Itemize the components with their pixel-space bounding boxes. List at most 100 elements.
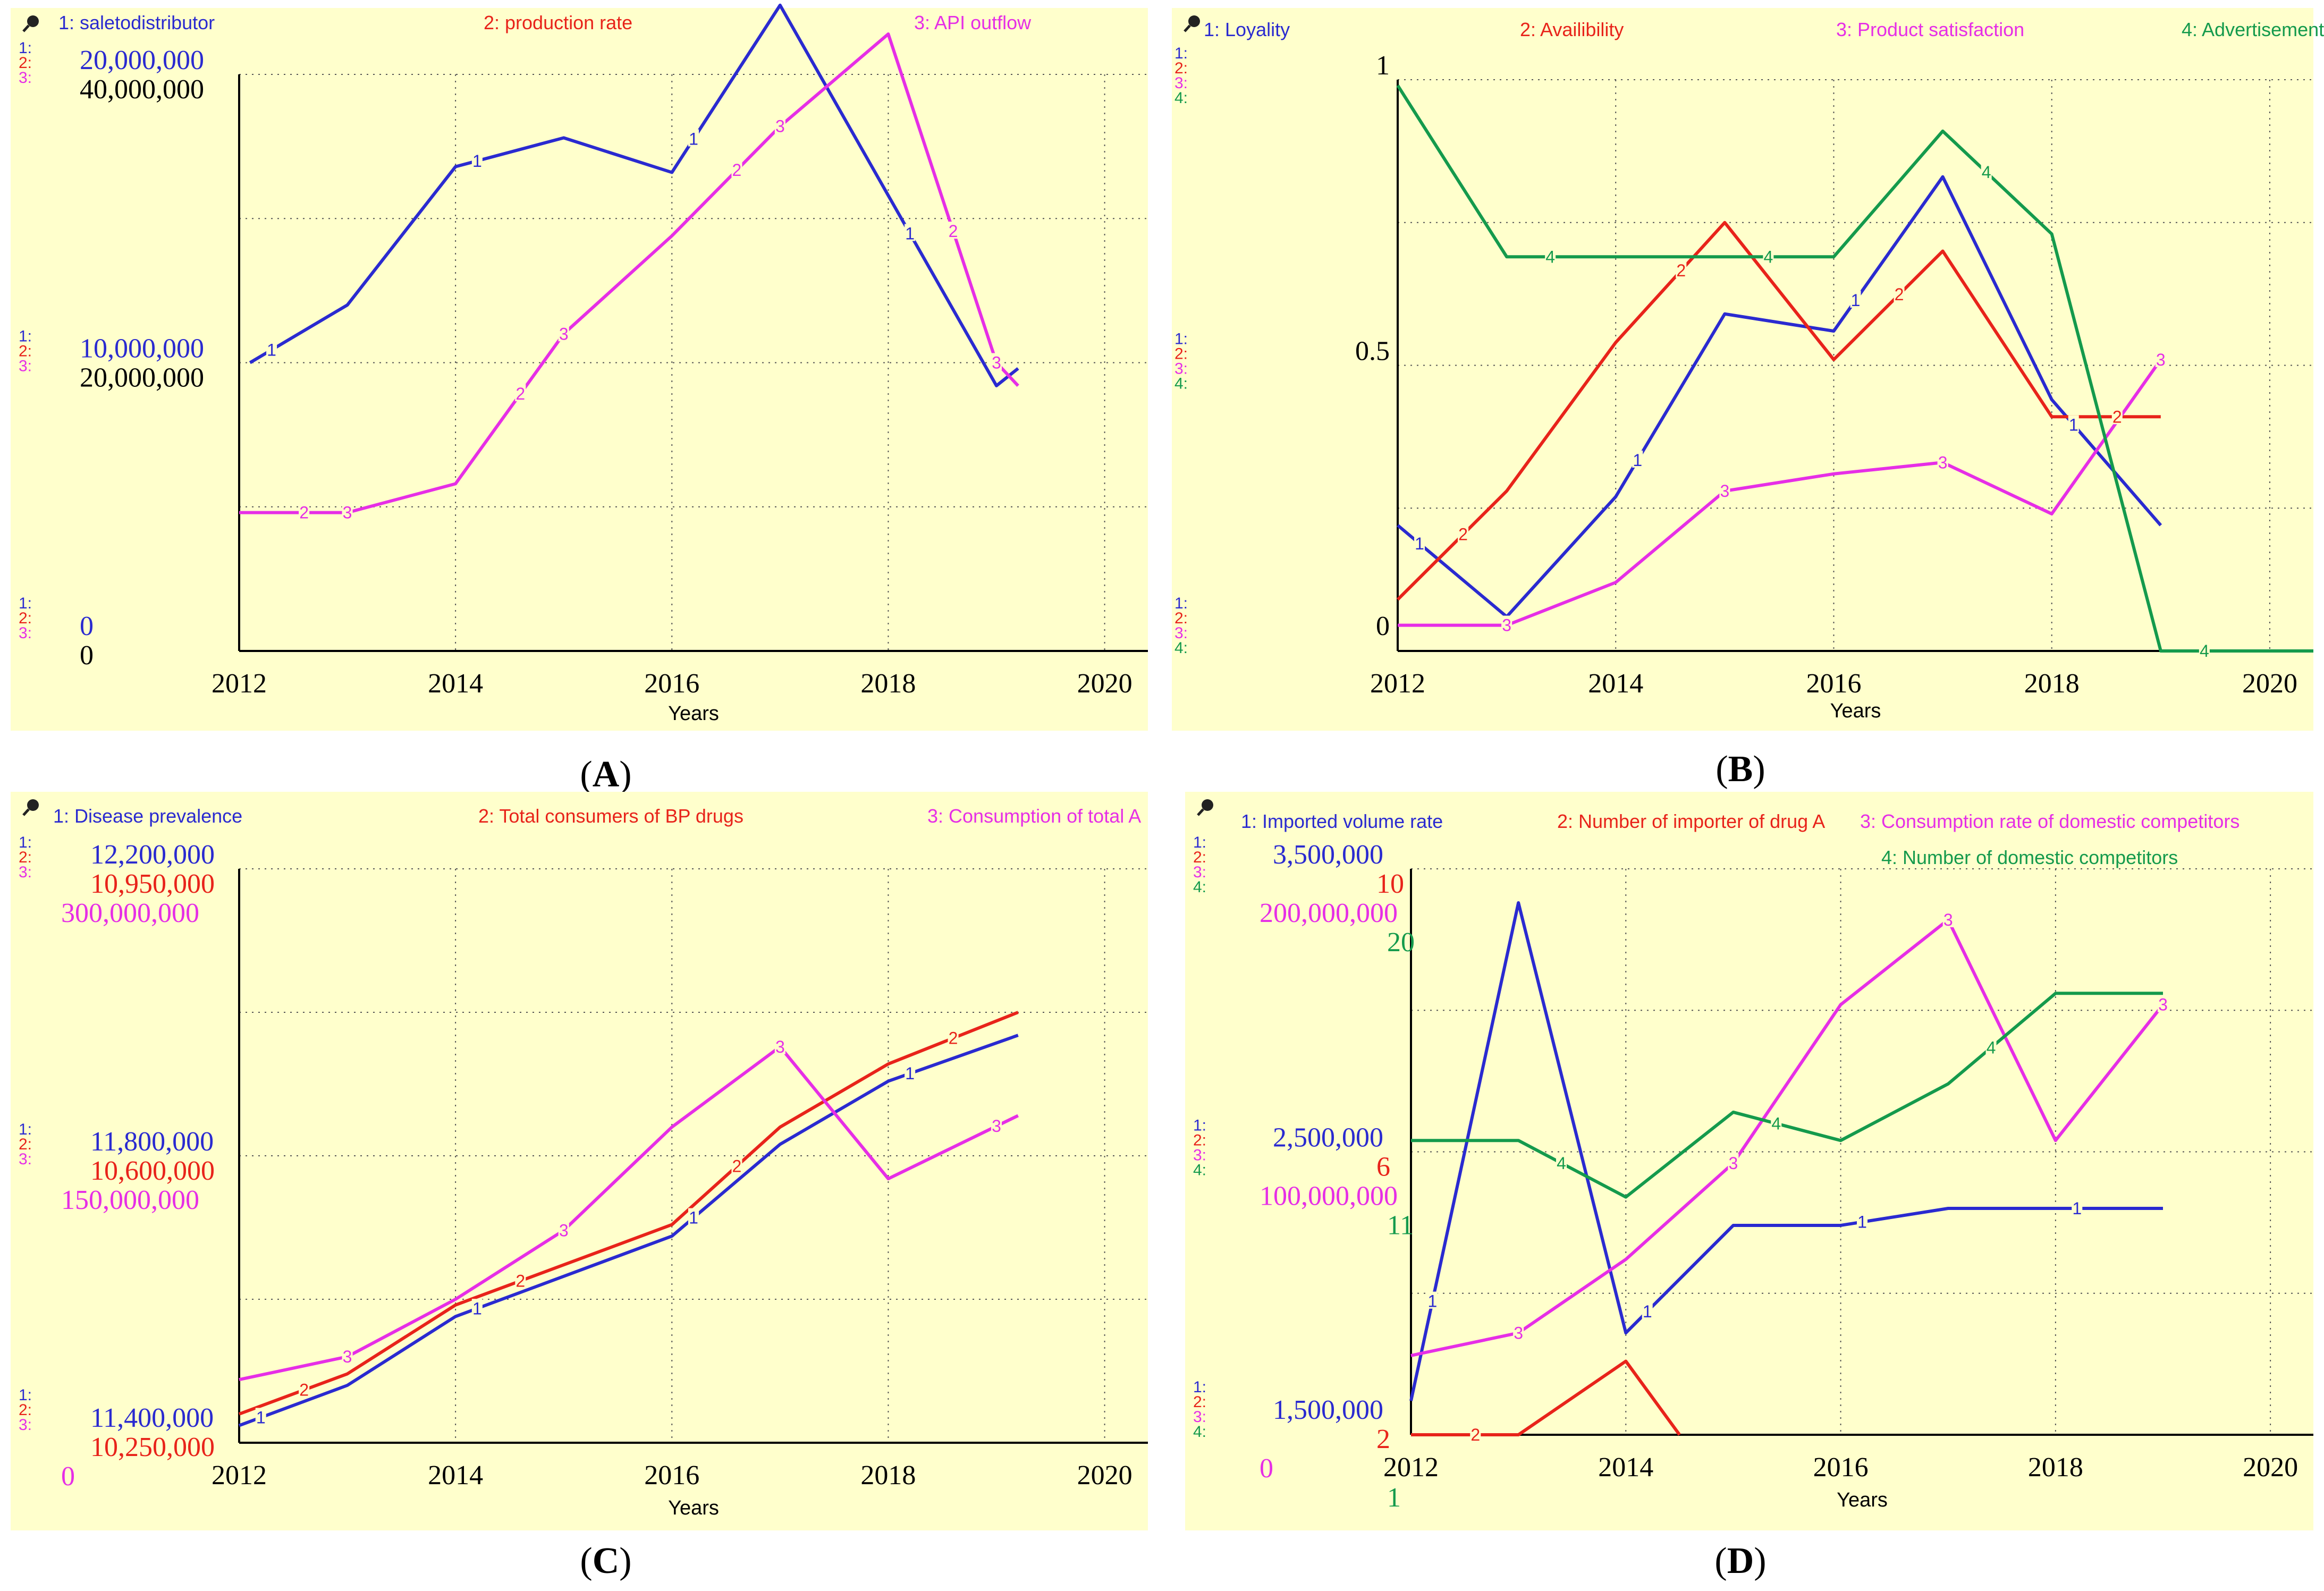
- panel-d: 1: Imported volume rate 2: Number of impo…: [1185, 792, 2313, 1581]
- legend-entry: 1: Disease prevalence: [53, 805, 242, 827]
- series-line-4: [1411, 992, 2163, 1199]
- y-axis-index-label: 2:: [19, 849, 32, 866]
- panel-c-background: [11, 792, 1148, 1530]
- pin-icon[interactable]: [1197, 799, 1213, 816]
- y-axis-index-label: 3:: [19, 69, 32, 87]
- series-marker: 3: [775, 117, 785, 136]
- y-tick-label: 300,000,000: [61, 898, 199, 928]
- x-tick-label: 2018: [860, 668, 916, 699]
- y-tick-label: 0: [61, 1461, 75, 1492]
- series-marker: 1: [1857, 1213, 1867, 1232]
- legend-entry: 4: Advertisement: [2182, 19, 2324, 40]
- x-tick-label: 2020: [1077, 1460, 1133, 1491]
- y-tick-label: 6: [1376, 1152, 1390, 1182]
- y-tick-label: 10,250,000: [90, 1432, 215, 1462]
- series-line-3: [239, 1045, 1019, 1382]
- series-marker: 1: [689, 1208, 698, 1228]
- gridlines: [239, 868, 1148, 1443]
- series-marker: 4: [1764, 247, 1773, 266]
- y-tick-label: 11,800,000: [90, 1127, 214, 1157]
- x-tick-label: 2012: [1370, 668, 1425, 699]
- y-tick-label: 0: [80, 611, 94, 641]
- series-marker: 2: [515, 1271, 525, 1290]
- panel-c: 1: Disease prevalence 2: Total consumers …: [11, 792, 1148, 1581]
- series-marker: 2: [949, 1029, 958, 1048]
- series-marker: 1: [1643, 1302, 1652, 1321]
- x-tick-label: 2016: [1806, 668, 1861, 699]
- series-line-1: [1397, 175, 2162, 619]
- series-marker: 3: [992, 353, 1001, 373]
- y-axis-index-label: 3:: [19, 1416, 32, 1434]
- y-axis-index-label: 2:: [19, 1136, 32, 1153]
- y-tick-label: 0: [1260, 1453, 1273, 1484]
- legend-entry: 2: production rate: [484, 12, 632, 33]
- series-marker: 1: [472, 1299, 482, 1318]
- y-axis-index-label: 2:: [1193, 849, 1206, 866]
- series-marker: 3: [1938, 453, 1948, 472]
- series-marker: 4: [1557, 1154, 1566, 1173]
- series-marker: 1: [2072, 1199, 2082, 1218]
- pin-icon[interactable]: [22, 15, 39, 32]
- y-axis-index-label: 2:: [1174, 60, 1188, 77]
- pin-icon[interactable]: [22, 799, 39, 816]
- series-marker: 1: [1633, 451, 1642, 470]
- y-axis-index-label: 3:: [1193, 864, 1206, 881]
- y-tick-label: 1,500,000: [1273, 1395, 1383, 1425]
- series-marker: 1: [472, 151, 482, 171]
- y-tick-label: 12,200,000: [90, 840, 215, 870]
- y-axis-index-label: 1:: [19, 39, 32, 57]
- y-axis-index-label: 2:: [1193, 1132, 1206, 1149]
- y-axis-index-label: 1:: [19, 1121, 32, 1138]
- series-marker: 4: [1771, 1114, 1781, 1133]
- series-marker: 2: [732, 1156, 742, 1175]
- legend-entry: 2: Number of importer of drug A: [1557, 810, 1825, 832]
- series-line-3: [1398, 359, 2162, 627]
- series-line-2: [239, 32, 1019, 514]
- y-tick-label: 2,500,000: [1273, 1123, 1383, 1153]
- y-axis-index-label: 2:: [19, 610, 32, 627]
- pin-icon[interactable]: [1184, 15, 1200, 32]
- series-line-4: [1396, 84, 2313, 653]
- y-axis-index-label: 2:: [1174, 345, 1188, 363]
- y-tick-label: 20: [1387, 927, 1415, 958]
- y-axis-index-label: 1:: [1174, 595, 1188, 612]
- x-axis-title: Years: [1837, 1489, 1888, 1511]
- y-tick-label: 0: [1376, 611, 1390, 641]
- y-axis-index-label: 1:: [1193, 1378, 1206, 1396]
- x-tick-label: 2020: [1077, 668, 1133, 699]
- series-line-2: [1411, 1359, 1681, 1436]
- series-marker: 3: [1720, 481, 1729, 501]
- series-marker: 1: [905, 224, 915, 243]
- y-axis-index-label: 4:: [1174, 89, 1188, 107]
- y-axis-index-label: 3:: [19, 358, 32, 375]
- y-tick-label: 10,950,000: [90, 869, 215, 899]
- series-marker: 1: [905, 1064, 915, 1083]
- panel-b-background: [1172, 8, 2313, 731]
- series-marker: 3: [559, 324, 569, 343]
- x-tick-label: 2012: [212, 668, 267, 699]
- series-marker: 1: [1415, 534, 1424, 553]
- y-axis-index-label: 1:: [19, 1386, 32, 1404]
- y-axis-index-label: 3:: [19, 1150, 32, 1168]
- legend-entry: 1: Imported volume rate: [1241, 810, 1443, 832]
- series-marker: 3: [1502, 616, 1511, 635]
- series-line-2: [238, 1011, 1019, 1416]
- series-marker: 3: [2156, 350, 2166, 369]
- y-tick-label: 11,400,000: [90, 1403, 214, 1433]
- y-axis-index-label: 4:: [1193, 878, 1206, 896]
- series-marker: 2: [2112, 407, 2122, 426]
- y-axis-index-label: 4:: [1174, 639, 1188, 657]
- series-line-3: [1410, 918, 2165, 1357]
- panel-a-background: [11, 8, 1148, 731]
- y-axis-index-label: 4:: [1193, 1423, 1206, 1441]
- series-marker: 1: [2069, 415, 2078, 434]
- x-tick-label: 2020: [2243, 1452, 2298, 1483]
- panel-d-background: [1185, 792, 2313, 1530]
- series-marker: 2: [1471, 1425, 1480, 1444]
- y-axis-index-label: 1:: [1193, 1117, 1206, 1135]
- x-axis-title: Years: [668, 703, 719, 725]
- y-tick-label: 100,000,000: [1260, 1181, 1398, 1212]
- y-axis-index-label: 3:: [1193, 1408, 1206, 1426]
- series-marker: 1: [689, 130, 698, 149]
- y-axis-index-label: 4:: [1193, 1162, 1206, 1179]
